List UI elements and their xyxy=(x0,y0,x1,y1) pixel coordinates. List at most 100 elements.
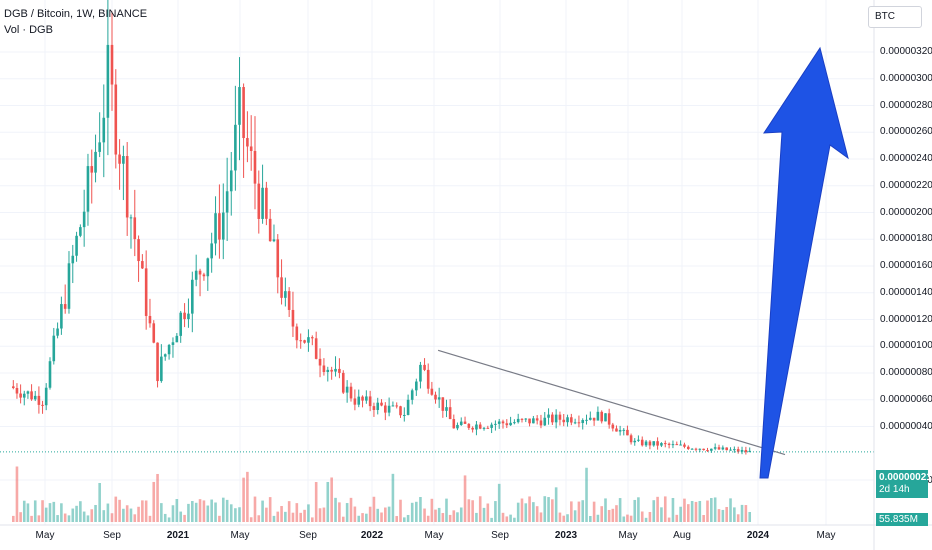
volume-bar xyxy=(163,513,167,522)
volume-bar xyxy=(566,514,569,522)
candle-body xyxy=(721,447,725,450)
candle-body xyxy=(690,448,694,450)
candle-body xyxy=(585,419,588,421)
candle-body xyxy=(656,441,659,446)
candle-body xyxy=(618,430,622,432)
volume-bar xyxy=(441,513,445,522)
candle-body xyxy=(532,418,535,424)
candle-body xyxy=(663,443,667,445)
volume-bar xyxy=(430,498,434,522)
candle-body xyxy=(633,440,637,443)
candle-body xyxy=(573,422,577,424)
candle-body xyxy=(268,218,272,242)
candle-body xyxy=(41,404,44,406)
currency-selector[interactable]: BTC xyxy=(868,6,922,28)
candle-body xyxy=(30,391,33,400)
candle-body xyxy=(114,84,118,155)
candle-body xyxy=(729,449,732,451)
volume-bar xyxy=(160,503,163,522)
volume-bar xyxy=(198,499,202,522)
candle-body xyxy=(520,418,524,420)
volume-bar xyxy=(581,500,585,522)
volume-bar xyxy=(592,501,596,522)
candle-body xyxy=(175,335,179,343)
volume-bar xyxy=(660,507,663,522)
volume-bar xyxy=(452,510,456,522)
time-tick-label: May xyxy=(618,530,638,541)
volume-bar xyxy=(516,502,520,522)
candle-body xyxy=(19,393,22,398)
volume-bar xyxy=(22,500,26,522)
candle-body xyxy=(133,217,137,240)
candle-body xyxy=(415,381,418,391)
time-tick-label: May xyxy=(816,530,836,541)
volume-bar xyxy=(179,511,183,522)
price-tick-label: 0.00000080 xyxy=(880,367,932,378)
volume-bar xyxy=(445,498,448,522)
volume-bar xyxy=(395,516,399,522)
volume-bar xyxy=(372,496,376,522)
trendline-drawing[interactable] xyxy=(437,349,786,456)
candle-body xyxy=(448,407,452,420)
volume-bar xyxy=(334,497,337,522)
up-arrow-drawing[interactable] xyxy=(759,46,849,479)
candle-body xyxy=(558,414,562,420)
candle-body xyxy=(713,447,717,449)
candle-body xyxy=(33,395,37,400)
price-tick-label: 0.00000040 xyxy=(880,420,932,432)
volume-indicator-label: Vol · DGB xyxy=(4,24,53,36)
candle-body xyxy=(387,405,391,413)
candle-body xyxy=(551,414,554,423)
volume-bar xyxy=(656,496,659,522)
candle-body xyxy=(475,424,478,430)
candle-body xyxy=(410,390,414,400)
volume-bar xyxy=(611,508,615,522)
volume-bar xyxy=(551,499,554,522)
candle-body xyxy=(683,444,686,447)
volume-bar xyxy=(637,497,640,522)
candle-body xyxy=(291,309,295,327)
volume-bar xyxy=(218,515,221,522)
candle-body xyxy=(376,402,380,410)
volume-bar xyxy=(448,514,452,522)
candle-body xyxy=(384,405,387,413)
candle-body xyxy=(497,421,501,424)
volume-bar xyxy=(426,515,430,522)
candle-body xyxy=(626,429,629,436)
volume-bar xyxy=(415,501,418,522)
volume-bar xyxy=(622,516,626,522)
bar-countdown: 2d 14h xyxy=(879,484,910,495)
candle-body xyxy=(547,414,550,418)
price-tick-label: 0.00000160 xyxy=(880,260,932,271)
candle-body xyxy=(79,227,82,236)
volume-bar xyxy=(486,503,490,522)
candle-body xyxy=(349,386,353,399)
volume-bar xyxy=(675,514,679,522)
volume-bar xyxy=(482,507,486,522)
volume-bar xyxy=(307,504,310,522)
volume-bar xyxy=(423,508,426,522)
volume-bar xyxy=(67,515,71,522)
volume-bar xyxy=(640,511,644,522)
candle-body xyxy=(141,261,144,269)
volume-bar xyxy=(648,511,652,522)
volume-bar xyxy=(633,499,637,522)
volume-bar xyxy=(214,502,217,522)
volume-bar xyxy=(600,506,604,522)
candle-body xyxy=(406,399,410,415)
volume-bar xyxy=(98,482,101,522)
volume-bar xyxy=(380,512,383,522)
price-tick-label: 0.00000260 xyxy=(880,126,932,138)
price-tick-label: 0.00000200 xyxy=(880,206,932,218)
candle-body xyxy=(171,342,175,345)
volume-bar xyxy=(118,499,121,522)
candle-body xyxy=(299,340,302,342)
candle-body xyxy=(505,423,509,426)
time-tick-label: May xyxy=(424,530,444,541)
candle-body xyxy=(37,395,41,405)
volume-bar xyxy=(225,499,229,522)
volume-bar xyxy=(671,497,675,522)
candle-body xyxy=(102,117,106,143)
volume-bar xyxy=(137,506,140,522)
